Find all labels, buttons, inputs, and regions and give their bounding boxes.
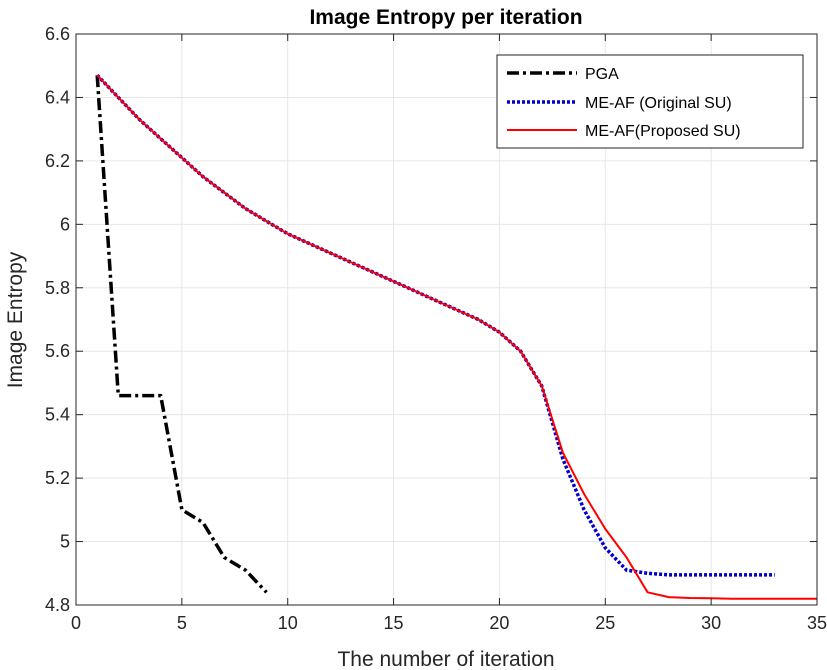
- legend-label-pga: PGA: [585, 66, 619, 83]
- chart-title: Image Entropy per iteration: [309, 6, 582, 29]
- x-tick-label: 0: [71, 613, 81, 633]
- plot-frame: [75, 33, 818, 606]
- y-axis-label: Image Entropy: [4, 251, 27, 388]
- ticks: 0 5 10 15 20 25 30 35 4.8 5 5.2 5.4 5.6 5.8 6 6.2 6.4 6.6: [45, 24, 827, 633]
- y-tick-label: 5.4: [45, 405, 70, 425]
- y-tick-label: 4.8: [45, 595, 70, 615]
- series-line-0: [95, 75, 268, 594]
- y-tick-label: 5: [60, 532, 70, 552]
- x-axis-label: The number of iteration: [337, 648, 554, 670]
- legend-label-me-af-proposed: ME-AF(Proposed SU): [585, 123, 741, 140]
- x-tick-label: 25: [595, 613, 615, 633]
- y-tick-label: 5.8: [45, 278, 70, 298]
- legend-label-me-af-original: ME-AF (Original SU): [585, 95, 732, 112]
- x-tick-label: 5: [177, 613, 187, 633]
- y-tick-label: 5.2: [45, 468, 70, 488]
- y-tick-label: 6: [60, 214, 70, 234]
- legend: PGA ME-AF (Original SU) ME-AF(Proposed S…: [496, 54, 804, 149]
- x-tick-label: 35: [807, 613, 827, 633]
- y-tick-label: 6.4: [45, 87, 70, 107]
- y-tick-label: 6.6: [45, 24, 70, 44]
- x-tick-label: 10: [278, 613, 298, 633]
- x-tick-label: 30: [701, 613, 721, 633]
- y-tick-label: 6.2: [45, 151, 70, 171]
- y-tick-label: 5.6: [45, 341, 70, 361]
- series-line-2: [96, 74, 817, 600]
- x-tick-label: 15: [384, 613, 404, 633]
- x-tick-label: 20: [489, 613, 509, 633]
- series-group: [95, 73, 817, 600]
